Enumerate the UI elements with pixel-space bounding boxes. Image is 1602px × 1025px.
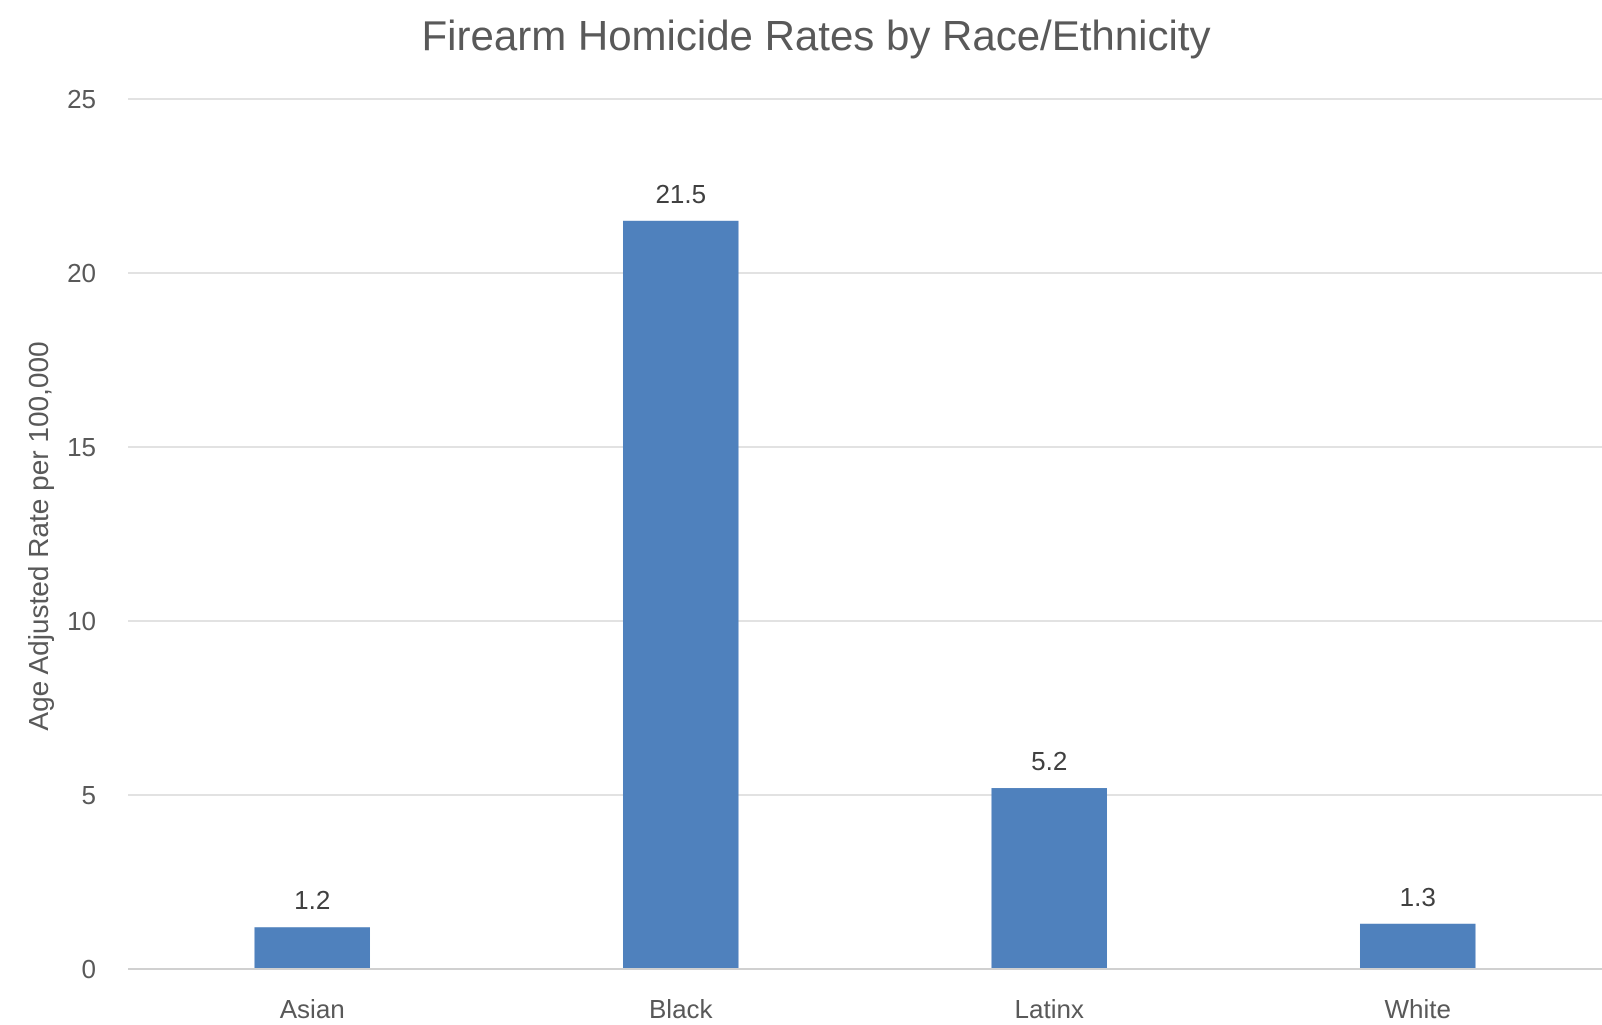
x-category-label: Black (649, 994, 714, 1024)
data-label: 1.3 (1400, 882, 1436, 912)
data-label: 21.5 (655, 179, 706, 209)
chart-title: Firearm Homicide Rates by Race/Ethnicity (422, 12, 1211, 59)
y-tick-label: 0 (82, 954, 96, 984)
y-axis-ticks: 0 5 10 15 20 25 (67, 84, 96, 984)
data-label: 5.2 (1031, 746, 1067, 776)
x-category-label: Asian (280, 994, 345, 1024)
x-category-label: Latinx (1015, 994, 1084, 1024)
bars (254, 220, 1476, 970)
bar (1359, 923, 1476, 969)
bar (254, 927, 371, 969)
bar (622, 220, 739, 970)
y-tick-label: 15 (67, 432, 96, 462)
bar (991, 788, 1108, 969)
y-tick-label: 20 (67, 258, 96, 288)
data-label: 1.2 (294, 885, 330, 915)
y-tick-label: 5 (82, 780, 96, 810)
x-category-label: White (1385, 994, 1451, 1024)
y-tick-label: 10 (67, 606, 96, 636)
x-axis-categories: Asian Black Latinx White (280, 994, 1451, 1024)
y-tick-label: 25 (67, 84, 96, 114)
gridlines (128, 98, 1602, 796)
y-axis-label: Age Adjusted Rate per 100,000 (23, 341, 54, 730)
data-labels: 1.2 21.5 5.2 1.3 (294, 179, 1436, 915)
